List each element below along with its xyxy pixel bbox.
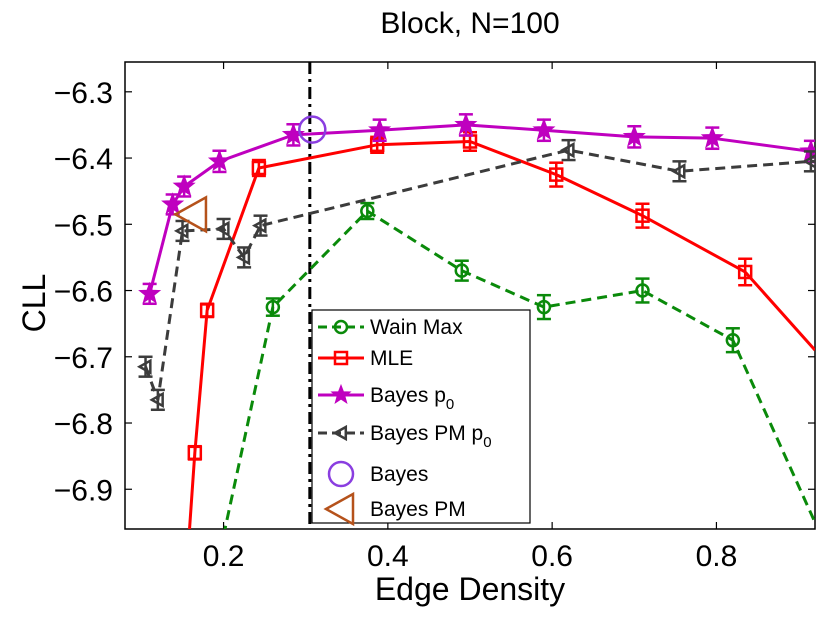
data-point [149,391,164,408]
legend-marker [332,424,348,442]
legend-label: Wain Max [370,316,463,339]
legend-entry: MLE [318,347,413,370]
legend-label-main: Bayes p [370,384,446,407]
data-point [187,445,203,461]
data-point [235,249,251,266]
data-point [161,192,185,215]
data-point [172,174,196,197]
series-line [223,209,815,529]
plot-content [136,62,815,529]
legend-entry: Wain Max [318,316,463,339]
legend-entry: Bayes [327,460,428,488]
y-axis-title: CLL [16,274,52,333]
data-point [199,303,215,318]
legend-label-subscript: 0 [483,434,491,451]
x-tick-label: 0.6 [531,540,573,573]
data-point [251,217,267,234]
series-bayes-pm-p0 [136,138,815,412]
data-point [700,126,724,149]
chart-title: Block, N=100 [380,7,559,40]
legend-label-subscript: 0 [446,396,454,413]
data-point [173,222,189,240]
data-point [138,281,162,304]
y-tick-label: −6.7 [54,342,113,375]
legend-marker [327,460,355,488]
legend-label: Bayes PM p0 [370,422,492,451]
data-point [725,332,741,348]
legend-label: MLE [370,347,413,370]
highlight-bayes [298,115,327,144]
y-tick-label: −6.5 [54,209,113,242]
legend-entry: Bayes p0 [318,383,454,413]
legend-label: Bayes p0 [370,384,454,413]
data-point [549,167,564,182]
legend-marker [330,383,352,405]
y-tick-label: −6.6 [54,276,113,309]
series-wain-max [223,201,815,529]
data-point [536,299,552,315]
x-tick-label: 0.2 [203,540,245,573]
series-line [188,139,815,529]
series-mle [187,130,815,529]
data-point [454,112,478,135]
legend-label: Bayes PM [370,498,466,521]
x-tick-label: 0.4 [367,540,409,573]
legend-label: Bayes [370,463,428,486]
legend-label-main: Bayes PM p [370,422,483,445]
data-point [265,299,281,315]
data-point [635,208,650,223]
data-point [454,263,470,278]
y-tick-label: −6.3 [54,77,113,110]
data-point [532,118,556,141]
series-line [144,148,815,402]
legend-marker [323,491,355,527]
data-point [737,264,753,280]
data-point [360,203,375,219]
y-tick-label: −6.4 [54,143,113,176]
data-point [559,141,575,159]
legend-entry: Bayes PM [323,491,466,527]
y-tick-label: −6.8 [54,408,113,441]
data-point [369,137,385,153]
data-point [670,163,686,180]
data-point [635,283,650,298]
axis-ticks: 0.2 0.4 0.6 0.8 −6.3 −6.4 −6.5 −6.6 −6.7 −6.8 −6.9 [54,62,815,573]
y-tick-label: −6.9 [54,474,113,507]
legend-entry: Bayes PM p0 [318,422,492,451]
x-axis-title: Edge Density [375,571,565,607]
data-point [207,149,232,172]
legend-marker [333,319,349,335]
data-point [622,124,646,147]
legend-marker [333,350,349,366]
data-point [368,118,392,141]
data-point [214,220,230,238]
highlight-bayes-pm [172,195,208,234]
legend-box [311,309,531,524]
x-tick-label: 0.8 [696,540,738,573]
data-point [802,154,815,169]
data-point [136,358,152,375]
data-point [251,160,267,176]
